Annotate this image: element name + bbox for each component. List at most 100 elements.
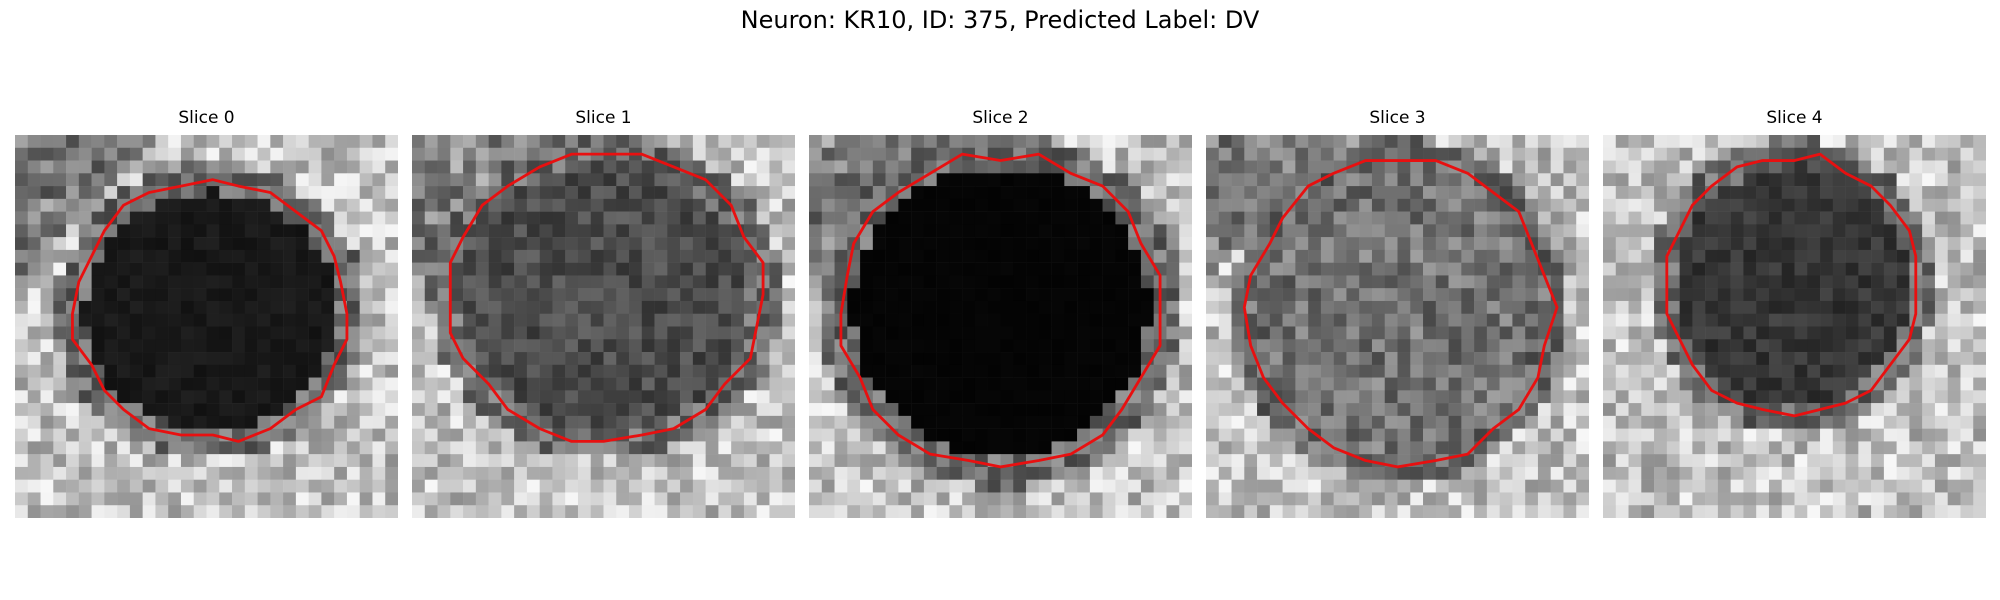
pixel xyxy=(1231,135,1245,149)
pixel xyxy=(1730,262,1744,276)
pixel xyxy=(514,352,528,366)
pixel xyxy=(1089,275,1103,289)
pixel xyxy=(1435,428,1449,442)
pixel xyxy=(629,352,643,366)
pixel xyxy=(270,288,284,302)
pixel xyxy=(949,224,963,238)
pixel xyxy=(1448,364,1462,378)
pixel xyxy=(295,173,309,187)
pixel xyxy=(1768,415,1782,429)
pixel xyxy=(359,390,373,404)
pixel xyxy=(1603,479,1617,493)
pixel xyxy=(1461,135,1475,149)
pixel xyxy=(334,186,348,200)
pixel xyxy=(1934,262,1948,276)
pixel xyxy=(27,454,41,468)
pixel xyxy=(1244,173,1258,187)
pixel xyxy=(1435,211,1449,225)
pixel xyxy=(385,415,398,429)
pixel xyxy=(1026,288,1040,302)
pixel xyxy=(488,160,502,174)
pixel xyxy=(1550,377,1564,391)
pixel xyxy=(911,339,925,353)
pixel xyxy=(641,403,655,417)
pixel xyxy=(654,454,668,468)
pixel xyxy=(437,390,451,404)
pixel xyxy=(923,326,937,340)
pixel xyxy=(821,313,835,327)
pixel xyxy=(117,147,131,161)
pixel xyxy=(1871,275,1885,289)
pixel xyxy=(1064,211,1078,225)
pixel xyxy=(168,249,182,263)
pixel xyxy=(1743,377,1757,391)
pixel xyxy=(641,300,655,314)
pixel xyxy=(782,326,795,340)
pixel xyxy=(705,198,719,212)
pixel xyxy=(295,466,309,480)
pixel xyxy=(1883,237,1897,251)
pixel xyxy=(117,160,131,174)
pixel xyxy=(53,313,67,327)
pixel xyxy=(232,492,246,506)
pixel xyxy=(1563,441,1577,455)
pixel xyxy=(654,224,668,238)
pixel xyxy=(1410,339,1424,353)
pixel xyxy=(1576,211,1589,225)
pixel xyxy=(1013,403,1027,417)
pixel xyxy=(1282,505,1296,518)
pixel xyxy=(1038,326,1052,340)
pixel xyxy=(1845,224,1859,238)
pixel xyxy=(475,390,489,404)
pixel xyxy=(1077,211,1091,225)
pixel xyxy=(1179,339,1192,353)
pixel xyxy=(847,160,861,174)
pixel xyxy=(731,415,745,429)
pixel xyxy=(117,288,131,302)
pixel xyxy=(872,428,886,442)
pixel xyxy=(974,403,988,417)
pixel xyxy=(257,505,271,518)
pixel xyxy=(1628,300,1642,314)
pixel xyxy=(1346,249,1360,263)
pixel xyxy=(283,415,297,429)
pixel xyxy=(1486,173,1500,187)
pixel xyxy=(1525,288,1539,302)
pixel xyxy=(1705,403,1719,417)
pixel xyxy=(1654,135,1668,149)
pixel xyxy=(193,403,207,417)
pixel xyxy=(1179,249,1192,263)
pixel xyxy=(1832,262,1846,276)
pixel xyxy=(53,147,67,161)
pixel xyxy=(821,403,835,417)
pixel xyxy=(142,224,156,238)
pixel xyxy=(577,377,591,391)
pixel xyxy=(1269,198,1283,212)
pixel xyxy=(1960,249,1974,263)
pixel xyxy=(1000,428,1014,442)
pixel xyxy=(1576,505,1589,518)
pixel xyxy=(129,466,143,480)
pixel xyxy=(577,288,591,302)
pixel xyxy=(168,300,182,314)
pixel xyxy=(1371,160,1385,174)
pixel xyxy=(53,479,67,493)
pixel xyxy=(1705,466,1719,480)
pixel xyxy=(1705,186,1719,200)
pixel xyxy=(1359,135,1373,149)
pixel xyxy=(1871,135,1885,149)
pixel xyxy=(1756,326,1770,340)
pixel xyxy=(1384,466,1398,480)
pixel xyxy=(501,288,515,302)
pixel xyxy=(1371,339,1385,353)
pixel xyxy=(1128,466,1142,480)
pixel xyxy=(321,326,335,340)
pixel xyxy=(1435,352,1449,366)
pixel xyxy=(1705,415,1719,429)
pixel xyxy=(1960,364,1974,378)
pixel xyxy=(437,262,451,276)
pixel xyxy=(270,441,284,455)
pixel xyxy=(1947,173,1961,187)
pixel xyxy=(1973,415,1986,429)
pixel xyxy=(219,326,233,340)
